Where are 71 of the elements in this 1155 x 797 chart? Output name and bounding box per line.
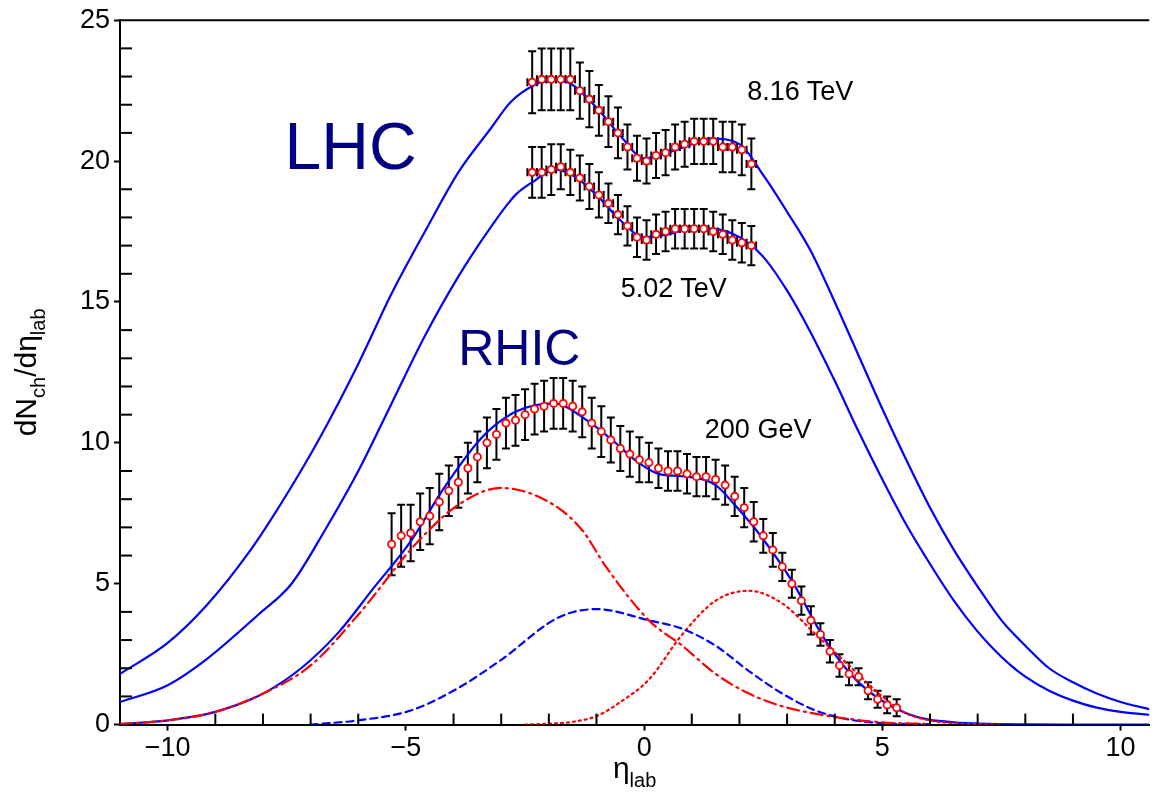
point: [387, 539, 397, 549]
annotation: RHIC: [458, 320, 581, 377]
point: [472, 452, 482, 462]
point: [673, 466, 682, 476]
y-tick-label: 5: [95, 567, 111, 598]
point: [558, 398, 568, 408]
point: [777, 562, 787, 572]
point: [758, 531, 768, 541]
point: [749, 517, 759, 527]
point: [406, 528, 416, 538]
x-tick-label: −10: [144, 732, 191, 763]
line-series: [309, 607, 932, 725]
point: [615, 443, 625, 453]
point: [453, 477, 463, 487]
point: [653, 463, 663, 473]
point: [425, 511, 435, 521]
point: [701, 472, 711, 482]
point: [501, 418, 511, 428]
point: [530, 404, 540, 414]
x-tick-label: 10: [1105, 732, 1136, 763]
x-tick-label: 5: [874, 732, 890, 763]
point: [692, 472, 702, 482]
y-tick-label: 15: [79, 285, 111, 316]
point: [844, 669, 854, 679]
point: [730, 491, 740, 501]
point: [825, 646, 835, 656]
point: [873, 694, 883, 704]
point: [787, 579, 797, 589]
annotation: 200 GeV: [704, 414, 812, 445]
x-tick-label: −5: [390, 732, 422, 763]
point: [396, 531, 406, 541]
point: [482, 438, 492, 448]
point: [577, 407, 587, 417]
annotation: LHC: [284, 108, 417, 183]
y-tick-label: 10: [79, 426, 111, 457]
point: [596, 427, 606, 437]
point: [815, 629, 825, 639]
y-tick-label: 20: [79, 144, 111, 175]
point: [806, 615, 816, 625]
point: [444, 486, 454, 496]
point: [854, 672, 864, 682]
point: [768, 545, 778, 555]
point: [606, 435, 616, 445]
point: [644, 458, 654, 468]
point: [549, 398, 559, 408]
annotation: 8.16 TeV: [747, 76, 854, 107]
point: [415, 517, 425, 527]
point: [863, 686, 873, 696]
point: [739, 503, 749, 513]
point: [539, 401, 549, 411]
point: [682, 469, 692, 479]
point: [796, 596, 806, 606]
point: [882, 700, 892, 710]
point: [720, 480, 730, 490]
point: [835, 660, 844, 670]
point: [711, 474, 721, 484]
point: [634, 455, 644, 465]
annotation: 5.02 TeV: [620, 273, 727, 304]
point: [463, 463, 473, 473]
point: [625, 449, 635, 459]
point: [511, 415, 520, 425]
y-tick-label: 0: [95, 708, 111, 739]
y-axis-title: dNch/dηlab: [9, 308, 49, 437]
y-tick-label: 25: [79, 3, 111, 34]
point: [892, 703, 902, 713]
point: [491, 429, 501, 439]
point: [434, 497, 444, 507]
point: [520, 410, 530, 420]
point: [663, 466, 673, 476]
point: [568, 401, 578, 411]
point: [587, 418, 597, 428]
